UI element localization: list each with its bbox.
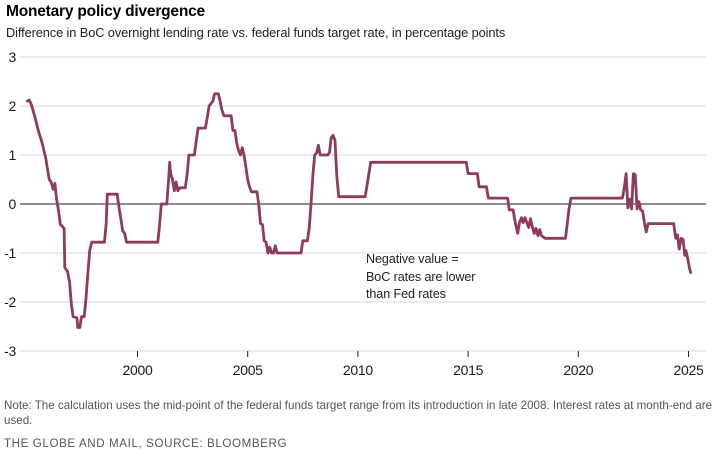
y-tick-label: 3 [9,49,17,65]
y-tick-label: 2 [9,98,17,114]
y-tick-label: 0 [9,196,17,212]
chart-annotation: Negative value = BoC rates are lower tha… [366,251,475,304]
source-credit: THE GLOBE AND MAIL, SOURCE: BLOOMBERG [4,437,288,450]
x-tick-label: 2010 [343,362,373,378]
x-tick-label: 2005 [233,362,263,378]
x-tick-label: 2025 [674,362,704,378]
chart-subtitle: Difference in BoC overnight lending rate… [6,25,506,40]
annotation-line: Negative value = [366,252,459,266]
y-tick-label: -2 [4,294,16,310]
data-line [25,92,693,329]
x-tick-label: 2015 [453,362,483,378]
y-tick-label: 1 [9,147,17,163]
annotation-line: BoC rates are lower [366,269,476,284]
x-tick-label: 2000 [123,362,153,378]
y-tick-label: -3 [4,343,16,359]
annotation-line: than Fed rates [366,287,446,301]
chart-title: Monetary policy divergence [6,3,205,20]
y-tick-label: -1 [4,245,16,261]
footnote: Note: The calculation uses the mid-point… [4,399,713,427]
x-tick-label: 2020 [563,362,593,378]
